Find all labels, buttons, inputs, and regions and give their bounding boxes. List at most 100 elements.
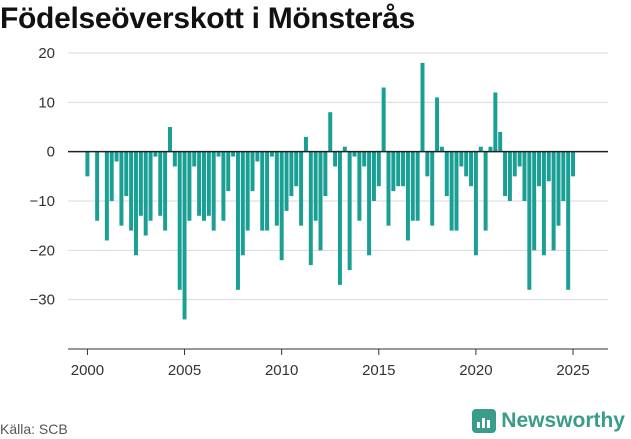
bar — [435, 97, 440, 152]
bar — [367, 151, 372, 256]
bar — [483, 151, 488, 231]
brand-name: Newsworthy — [501, 409, 625, 432]
x-tick-label: 2010 — [265, 362, 298, 379]
bar — [566, 151, 571, 290]
bar — [386, 151, 391, 226]
bar — [571, 151, 576, 177]
bar — [153, 151, 158, 157]
bar — [464, 151, 469, 177]
bar — [255, 151, 260, 162]
bar — [478, 146, 483, 152]
bar — [216, 151, 221, 157]
bar — [556, 151, 561, 226]
bar — [303, 136, 308, 152]
bar — [347, 151, 352, 271]
bar — [104, 151, 109, 241]
bar — [381, 87, 386, 152]
bar — [187, 151, 192, 221]
bar — [371, 151, 376, 201]
bar — [177, 151, 182, 290]
x-tick-label: 2025 — [556, 362, 589, 379]
bar — [425, 151, 430, 177]
bar — [362, 151, 367, 167]
bar — [420, 62, 425, 152]
bar — [138, 151, 143, 216]
bar — [299, 151, 304, 226]
bar — [551, 151, 556, 251]
bar — [143, 151, 148, 236]
bar — [231, 151, 236, 157]
bar — [493, 92, 498, 152]
bar — [163, 151, 168, 231]
y-tick-label: −20 — [30, 242, 55, 259]
bar — [114, 151, 119, 162]
bar — [546, 151, 551, 182]
bar — [469, 151, 474, 187]
bar — [376, 151, 381, 187]
bar — [449, 151, 454, 231]
y-tick-label: −30 — [30, 292, 55, 309]
bar — [337, 151, 342, 285]
bar — [541, 151, 546, 256]
bar — [527, 151, 532, 290]
bar — [197, 151, 202, 216]
bar — [289, 151, 294, 197]
bar — [333, 151, 338, 167]
y-tick-label: −10 — [30, 193, 55, 210]
bar — [129, 151, 134, 231]
bar — [294, 151, 299, 187]
y-tick-label: 0 — [47, 144, 55, 161]
bar — [95, 151, 100, 221]
bar — [410, 151, 415, 221]
bar — [124, 151, 129, 197]
bar — [192, 151, 197, 167]
bar — [201, 151, 206, 221]
bar — [284, 151, 289, 211]
bar — [211, 151, 216, 231]
bar — [473, 151, 478, 256]
bar — [119, 151, 124, 226]
bar — [415, 151, 420, 221]
y-axis: 20 10 0 −10 −20 −30 — [30, 45, 55, 309]
bar — [109, 151, 114, 201]
bar — [85, 151, 90, 177]
newsworthy-logo-icon — [472, 409, 497, 433]
bar — [517, 151, 522, 167]
bar — [357, 151, 362, 221]
bar — [274, 151, 279, 226]
x-axis: 2000 2005 2010 2015 2020 2025 — [68, 348, 608, 379]
bar — [221, 151, 226, 221]
bar — [323, 151, 328, 197]
chart-title: Födelseöverskott i Mönsterås — [0, 2, 416, 35]
bar — [532, 151, 537, 251]
bar — [279, 151, 284, 261]
bar — [328, 112, 333, 152]
bar — [245, 151, 250, 231]
bar — [430, 151, 435, 226]
bar — [507, 151, 512, 201]
bar — [226, 151, 231, 192]
bar — [439, 146, 444, 152]
bar — [158, 151, 163, 216]
x-tick-label: 2000 — [71, 362, 104, 379]
bar — [250, 151, 255, 192]
bar — [235, 151, 240, 290]
bar — [265, 151, 270, 231]
bar — [342, 146, 347, 152]
brand[interactable]: Newsworthy — [472, 409, 625, 433]
bar — [561, 151, 566, 201]
x-tick-label: 2015 — [362, 362, 395, 379]
bar — [352, 151, 357, 157]
y-tick-label: 20 — [38, 45, 55, 62]
bar — [318, 151, 323, 251]
bar — [401, 151, 406, 187]
bar — [172, 151, 177, 167]
bar — [148, 151, 153, 221]
bar — [522, 151, 527, 201]
bar — [269, 151, 274, 157]
bar — [313, 151, 318, 221]
bar — [182, 151, 187, 320]
bar — [405, 151, 410, 241]
bar — [206, 151, 211, 216]
